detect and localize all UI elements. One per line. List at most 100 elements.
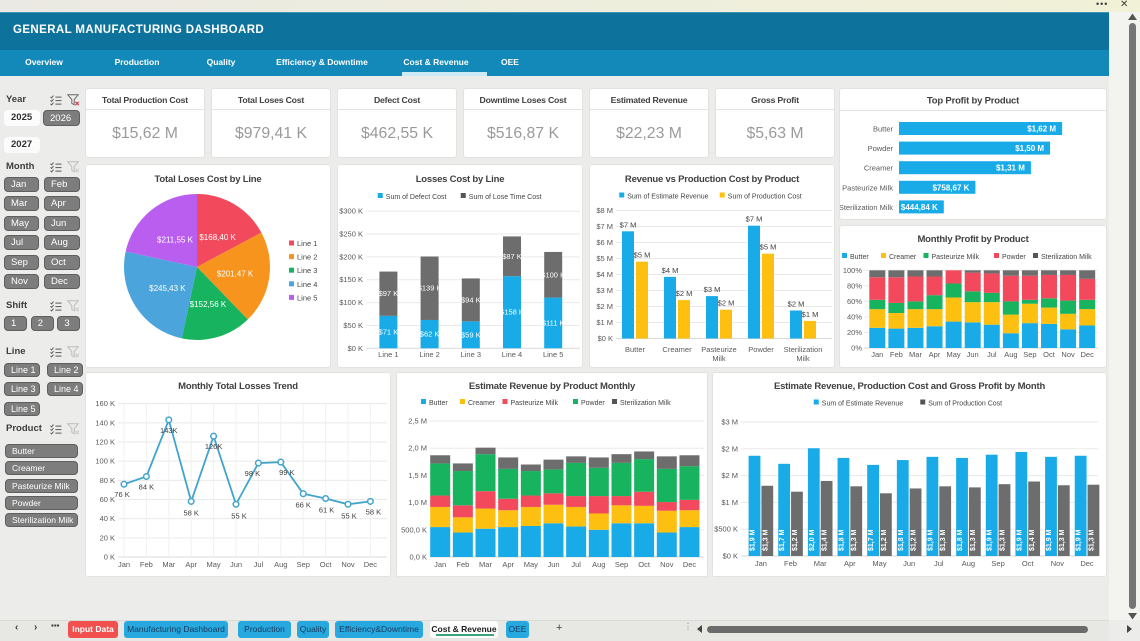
- svg-text:$7 M: $7 M: [596, 222, 613, 231]
- svg-text:Mar: Mar: [479, 560, 492, 569]
- svg-text:Aug: Aug: [1004, 350, 1017, 359]
- svg-text:$201,47 K: $201,47 K: [217, 270, 254, 279]
- svg-text:Sum of Estimate Revenue: Sum of Estimate Revenue: [627, 194, 708, 201]
- svg-text:$2 M: $2 M: [721, 444, 738, 453]
- svg-text:Milk: Milk: [796, 354, 810, 363]
- svg-text:Pasteurize Milk: Pasteurize Milk: [932, 254, 980, 261]
- svg-text:58 K: 58 K: [366, 507, 381, 516]
- svg-text:$1,3 M: $1,3 M: [970, 529, 977, 551]
- svg-text:$50 K: $50 K: [343, 321, 363, 330]
- svg-text:Jun: Jun: [903, 559, 915, 568]
- svg-text:$2 M: $2 M: [788, 300, 805, 309]
- svg-text:Losses Cost by Line: Losses Cost by Line: [416, 174, 505, 185]
- svg-text:$3 M: $3 M: [704, 285, 721, 294]
- svg-text:$250 K: $250 K: [339, 230, 363, 239]
- svg-text:Line 4: Line 4: [502, 350, 522, 359]
- svg-text:99 K: 99 K: [279, 468, 294, 477]
- svg-text:$1,3 M: $1,3 M: [1000, 529, 1007, 551]
- svg-text:Total Loses Cost by Line: Total Loses Cost by Line: [155, 174, 262, 185]
- svg-text:$1,31 M: $1,31 M: [996, 164, 1025, 173]
- svg-text:98 K: 98 K: [245, 469, 260, 478]
- svg-text:Apr: Apr: [929, 350, 941, 359]
- svg-text:76 K: 76 K: [114, 490, 129, 499]
- svg-text:$100 K: $100 K: [541, 270, 565, 279]
- svg-text:Nov: Nov: [1061, 350, 1075, 359]
- svg-text:$5 M: $5 M: [596, 254, 613, 263]
- svg-text:Line 4: Line 4: [297, 280, 317, 289]
- svg-text:Dec: Dec: [683, 560, 697, 569]
- svg-text:$6 M: $6 M: [596, 238, 613, 247]
- svg-text:Sum of Defect Cost: Sum of Defect Cost: [386, 194, 447, 201]
- svg-text:$200 K: $200 K: [339, 252, 363, 261]
- svg-text:$300 K: $300 K: [339, 207, 363, 216]
- svg-text:Jul: Jul: [571, 560, 581, 569]
- svg-text:Powder: Powder: [868, 144, 894, 153]
- svg-text:$4 M: $4 M: [662, 266, 679, 275]
- svg-text:Nov: Nov: [1051, 559, 1065, 568]
- svg-text:20%: 20%: [847, 328, 862, 337]
- svg-text:$444,84 K: $444,84 K: [901, 203, 938, 212]
- svg-text:0%: 0%: [851, 344, 862, 353]
- svg-text:Line 2: Line 2: [419, 350, 439, 359]
- svg-text:Creamer: Creamer: [864, 164, 894, 173]
- svg-text:$1,2 M: $1,2 M: [792, 529, 799, 551]
- svg-text:Creamer: Creamer: [889, 254, 917, 261]
- svg-text:55 K: 55 K: [231, 511, 246, 520]
- svg-text:Apr: Apr: [844, 559, 856, 568]
- svg-text:Pasteurize Milk: Pasteurize Milk: [842, 183, 893, 192]
- svg-text:143K: 143K: [160, 426, 178, 435]
- svg-text:$245,43 K: $245,43 K: [149, 284, 186, 293]
- svg-text:May: May: [207, 560, 221, 569]
- svg-text:Sum of Production Cost: Sum of Production Cost: [728, 194, 802, 201]
- svg-text:Jul: Jul: [987, 350, 997, 359]
- svg-text:40 K: 40 K: [100, 514, 115, 523]
- svg-text:$3 M: $3 M: [596, 286, 613, 295]
- svg-text:$0 K: $0 K: [348, 344, 363, 353]
- svg-text:Jun: Jun: [967, 350, 979, 359]
- svg-text:$7 M: $7 M: [620, 220, 637, 229]
- svg-text:Butter: Butter: [625, 345, 646, 354]
- svg-text:1,5 M: 1,5 M: [408, 471, 427, 480]
- svg-text:$5 M: $5 M: [634, 251, 651, 260]
- svg-text:$1,9 M: $1,9 M: [927, 529, 934, 551]
- svg-text:120 K: 120 K: [95, 438, 115, 447]
- svg-text:$1,9 M: $1,9 M: [750, 529, 757, 551]
- svg-text:$1,3 M: $1,3 M: [1059, 529, 1066, 551]
- svg-text:$71 K: $71 K: [379, 328, 399, 337]
- svg-text:0,0 K: 0,0 K: [409, 553, 427, 562]
- svg-text:$1,50 M: $1,50 M: [1015, 144, 1044, 153]
- svg-text:Butter: Butter: [429, 400, 448, 407]
- svg-text:$139 K: $139 K: [418, 284, 442, 293]
- svg-text:100 K: 100 K: [95, 457, 115, 466]
- svg-text:$2,0 M: $2,0 M: [809, 529, 816, 551]
- svg-text:Estimate Revenue by Product Mo: Estimate Revenue by Product Monthly: [469, 381, 636, 392]
- svg-text:$1,4 M: $1,4 M: [1029, 529, 1036, 551]
- svg-text:Feb: Feb: [456, 560, 469, 569]
- svg-text:80 K: 80 K: [100, 476, 115, 485]
- svg-text:May: May: [524, 560, 538, 569]
- svg-text:$152,56 K: $152,56 K: [190, 300, 227, 309]
- svg-text:$1,4 M: $1,4 M: [822, 529, 829, 551]
- svg-text:$1,3 M: $1,3 M: [762, 529, 769, 551]
- svg-text:$1,2 M: $1,2 M: [881, 529, 888, 551]
- svg-text:Sum of Production Cost: Sum of Production Cost: [928, 401, 1002, 408]
- svg-text:Oct: Oct: [1022, 559, 1035, 568]
- svg-text:Feb: Feb: [140, 560, 153, 569]
- svg-text:Powder: Powder: [748, 345, 774, 354]
- svg-text:$4 M: $4 M: [596, 270, 613, 279]
- svg-text:20 K: 20 K: [100, 533, 115, 542]
- svg-text:Oct: Oct: [320, 560, 333, 569]
- svg-text:Line 2: Line 2: [297, 253, 317, 262]
- svg-text:58 K: 58 K: [183, 508, 198, 517]
- svg-text:Jun: Jun: [547, 560, 559, 569]
- svg-text:Creamer: Creamer: [662, 345, 692, 354]
- svg-text:May: May: [872, 559, 886, 568]
- svg-text:$168,40 K: $168,40 K: [199, 233, 236, 242]
- svg-text:Jul: Jul: [934, 559, 944, 568]
- svg-text:Sep: Sep: [1023, 350, 1036, 359]
- svg-text:$1,3 M: $1,3 M: [851, 529, 858, 551]
- svg-text:Aug: Aug: [274, 560, 287, 569]
- svg-text:Dec: Dec: [364, 560, 378, 569]
- svg-text:$1,2 M: $1,2 M: [911, 529, 918, 551]
- svg-text:$2 M: $2 M: [718, 299, 735, 308]
